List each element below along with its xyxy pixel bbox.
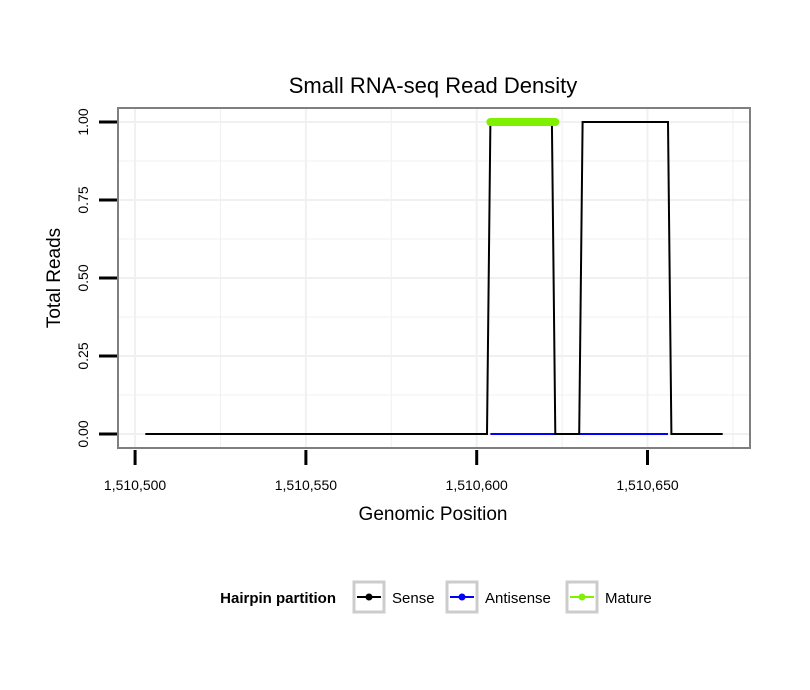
x-tick-label: 1,510,500 [104, 477, 166, 493]
legend-entry-label: Antisense [485, 590, 551, 607]
chart-title: Small RNA-seq Read Density [289, 73, 578, 98]
axis-ticks: 1,510,500 1,510,550 1,510,600 1,510,650 0.00… [75, 108, 679, 493]
y-tick-label: 0.75 [75, 186, 91, 213]
y-tick-label: 0.25 [75, 342, 91, 369]
legend-key-point [458, 593, 466, 601]
y-tick-label: 0.50 [75, 264, 91, 291]
legend-key-point [365, 593, 373, 601]
series-line-sense [145, 121, 723, 435]
x-tick-label: 1,510,550 [275, 477, 337, 493]
y-tick-label: 0.00 [75, 420, 91, 447]
legend-title: Hairpin partition [220, 590, 336, 607]
x-axis-label: Genomic Position [359, 504, 508, 525]
gridlines [118, 108, 750, 448]
legend-key-point [578, 593, 586, 601]
x-tick-label: 1,510,650 [616, 477, 678, 493]
legend-entry-label: Mature [605, 590, 652, 607]
legend: Hairpin partition Sense Antisense Mature [220, 580, 652, 614]
y-axis-label: Total Reads [44, 228, 65, 328]
y-tick-label: 1.00 [75, 108, 91, 135]
plot-panel-border [117, 107, 751, 449]
x-tick-label: 1,510,600 [446, 477, 508, 493]
legend-entry-label: Sense [392, 590, 435, 607]
series-lines [145, 118, 723, 435]
